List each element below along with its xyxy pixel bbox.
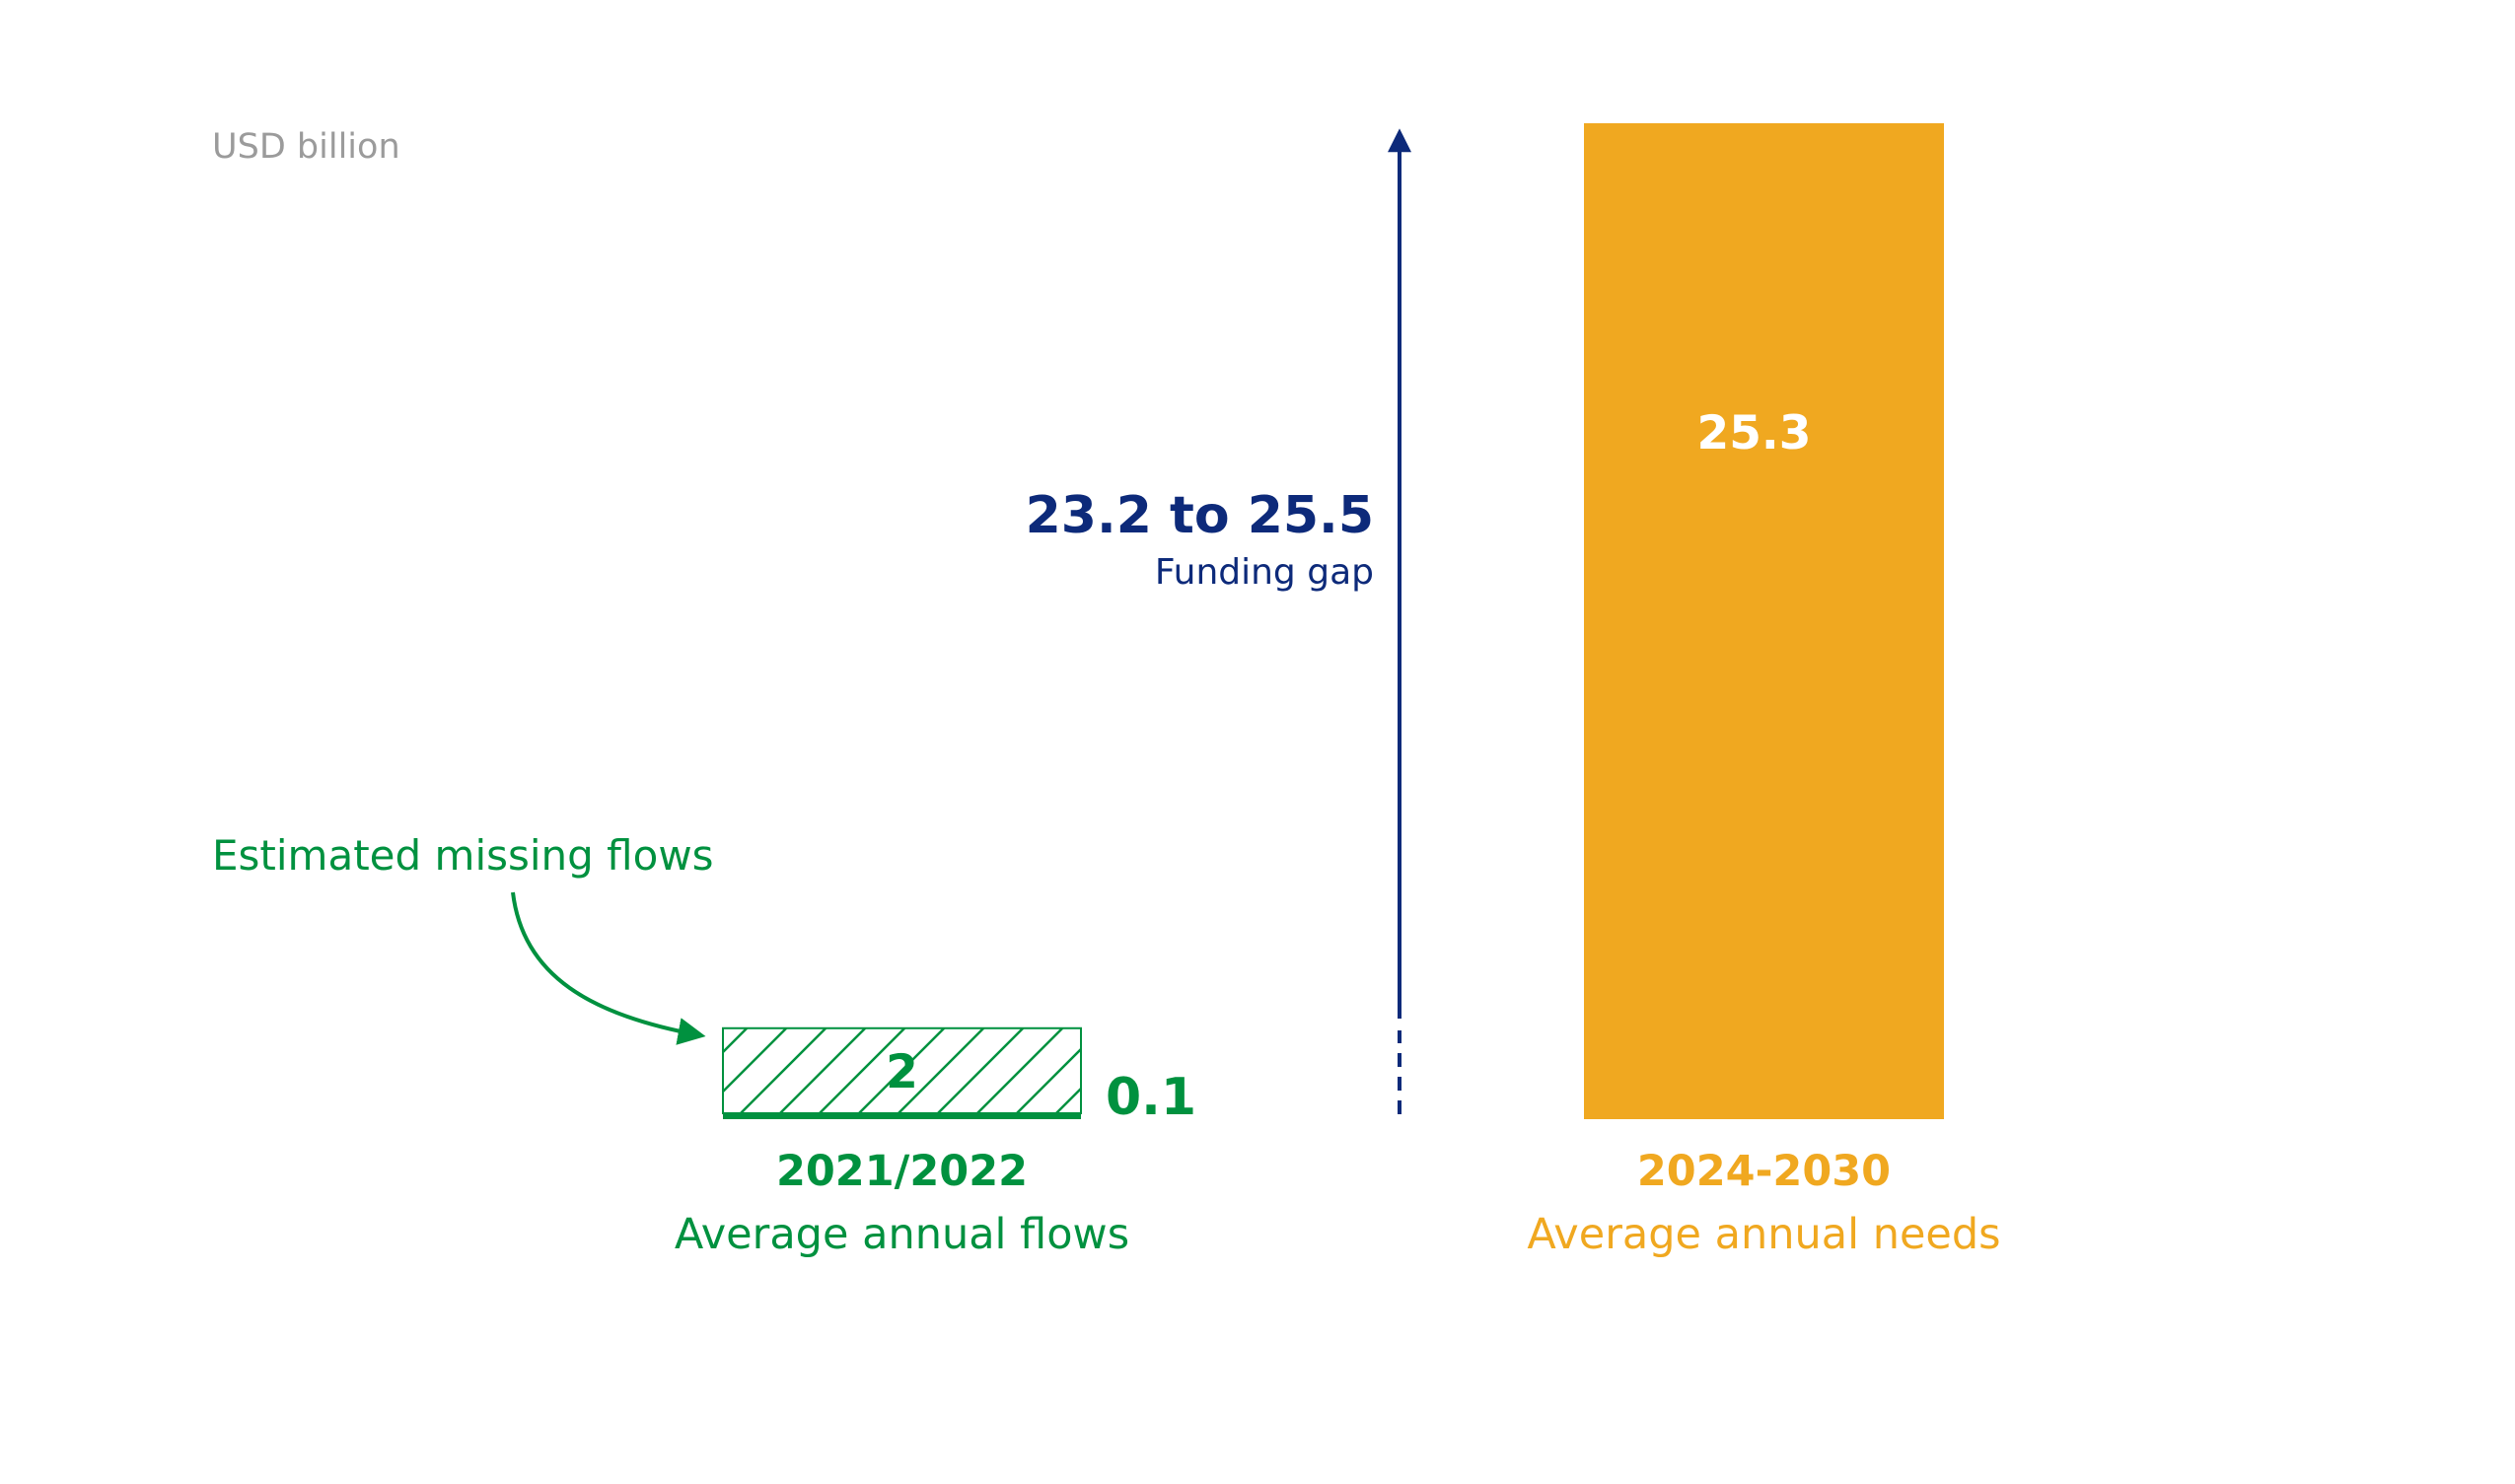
category-label-flows-period: 2021/2022 bbox=[776, 1147, 1028, 1196]
estimated-missing-flows-annotation: Estimated missing flows bbox=[212, 831, 714, 880]
reported-flows-value: 0.1 bbox=[1106, 1068, 1196, 1127]
category-label-needs-description: Average annual needs bbox=[1527, 1210, 2000, 1259]
unit-label: USD billion bbox=[212, 127, 400, 167]
estimated-missing-flows-value: 2 bbox=[886, 1045, 918, 1099]
category-label-flows-description: Average annual flows bbox=[675, 1210, 1129, 1259]
reported-flows-bar bbox=[723, 1113, 1081, 1119]
funding-gap-value: 23.2 to 25.5 bbox=[1026, 486, 1374, 545]
category-label-needs-period: 2024-2030 bbox=[1637, 1147, 1891, 1196]
annotation-arrow bbox=[511, 891, 706, 1045]
average-annual-needs-bar bbox=[1584, 123, 1944, 1119]
funding-gap-label: Funding gap bbox=[1155, 552, 1374, 593]
average-annual-needs-value: 25.3 bbox=[1697, 406, 1812, 460]
estimated-missing-flows-bar bbox=[722, 1026, 1082, 1114]
